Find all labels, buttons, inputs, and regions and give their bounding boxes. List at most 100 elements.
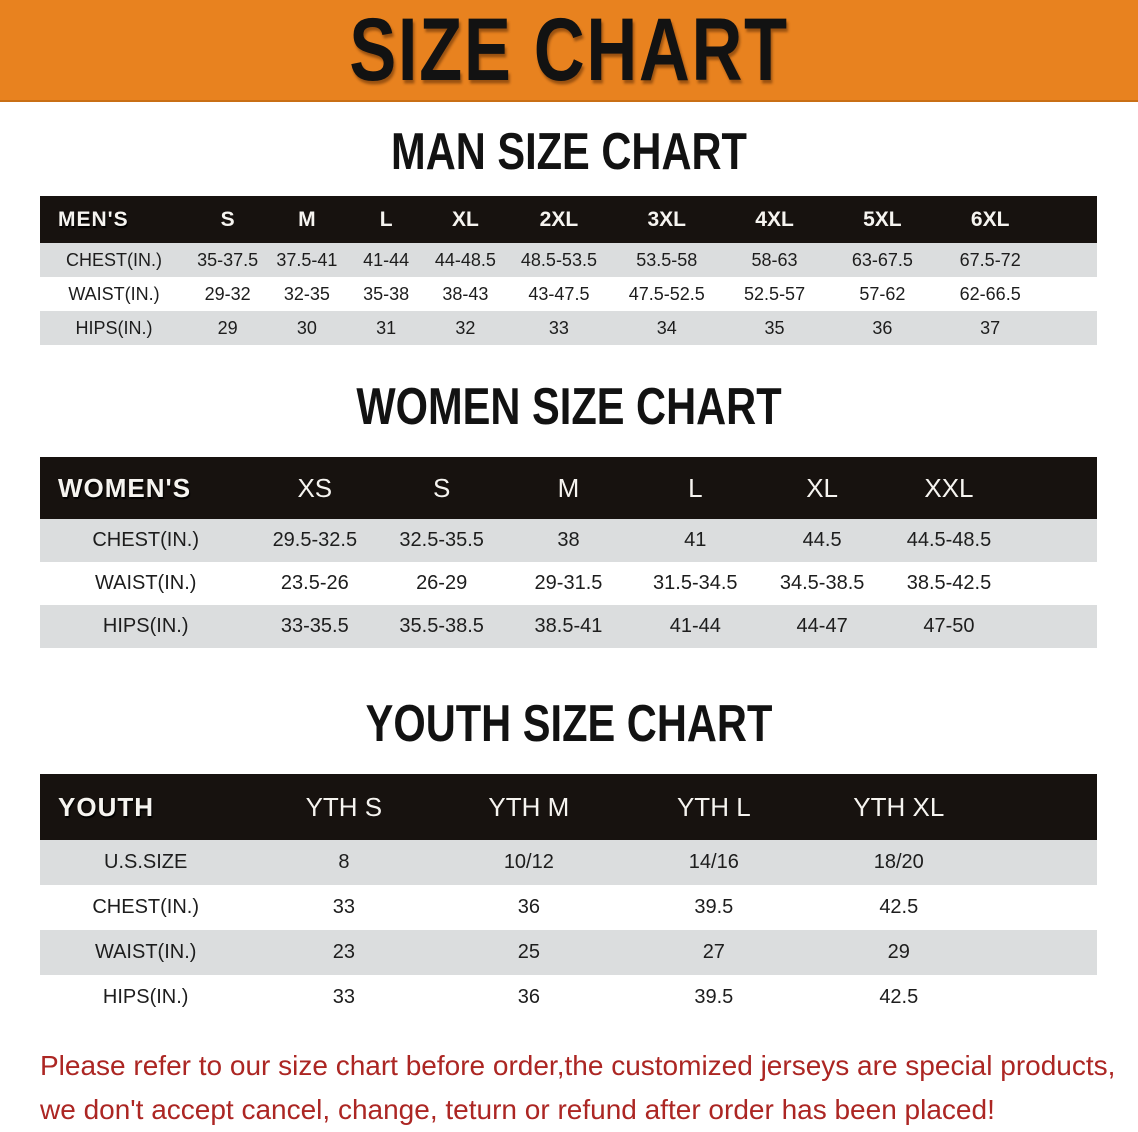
row-label: CHEST(IN.)	[40, 243, 188, 277]
youth-ussize-value: 8	[251, 840, 437, 885]
men-hips-row: HIPS(IN.) 29 30 31 32 33 34 35 36 37	[40, 311, 1097, 345]
men-hips-value: 36	[828, 311, 937, 345]
spacer-cell	[1044, 243, 1097, 277]
size-chart-banner: SIZE CHART	[0, 0, 1138, 102]
spacer-cell	[1012, 457, 1097, 519]
women-chest-value: 44.5-48.5	[885, 519, 1013, 562]
youth-hips-value: 42.5	[806, 975, 992, 1020]
men-size-header-6xl: 6XL	[936, 196, 1045, 243]
row-label: HIPS(IN.)	[40, 311, 188, 345]
men-chest-value: 53.5-58	[612, 243, 721, 277]
row-label: CHEST(IN.)	[40, 519, 252, 562]
youth-chest-value: 39.5	[621, 885, 807, 930]
men-chest-value: 41-44	[346, 243, 426, 277]
women-waist-value: 34.5-38.5	[758, 562, 886, 605]
disclaimer-line-2: we don't accept cancel, change, teturn o…	[40, 1094, 995, 1125]
women-hips-value: 38.5-41	[505, 605, 632, 648]
row-label: U.S.SIZE	[40, 840, 252, 885]
men-hips-value: 35	[720, 311, 829, 345]
women-chest-value: 38	[505, 519, 632, 562]
men-hips-value: 31	[346, 311, 426, 345]
spacer-cell	[991, 885, 1097, 930]
spacer-cell	[1044, 277, 1097, 311]
women-size-header-xxl: XXL	[885, 457, 1013, 519]
men-chest-value: 58-63	[720, 243, 829, 277]
women-section-title: WOMEN SIZE CHART	[356, 378, 782, 436]
men-size-header-m: M	[267, 196, 347, 243]
men-chest-value: 37.5-41	[267, 243, 347, 277]
men-waist-value: 29-32	[187, 277, 268, 311]
men-waist-value: 62-66.5	[936, 277, 1045, 311]
youth-size-header-m: YTH M	[436, 774, 622, 840]
men-size-header-3xl: 3XL	[612, 196, 721, 243]
women-size-table: WOMEN'S XS S M L XL XXL CHEST(IN.) 29.5-…	[40, 457, 1097, 648]
men-waist-value: 38-43	[425, 277, 506, 311]
women-waist-value: 38.5-42.5	[885, 562, 1013, 605]
men-chest-value: 63-67.5	[828, 243, 937, 277]
row-label: WAIST(IN.)	[40, 562, 252, 605]
youth-table-corner-label: YOUTH	[40, 774, 252, 840]
women-hips-value: 35.5-38.5	[378, 605, 506, 648]
women-chest-value: 32.5-35.5	[378, 519, 506, 562]
men-chest-value: 35-37.5	[187, 243, 268, 277]
row-label: HIPS(IN.)	[40, 605, 252, 648]
men-section-title: MAN SIZE CHART	[391, 123, 747, 181]
youth-hips-value: 36	[436, 975, 622, 1020]
spacer-cell	[991, 930, 1097, 975]
youth-size-header-xl: YTH XL	[806, 774, 992, 840]
youth-hips-row: HIPS(IN.) 33 36 39.5 42.5	[40, 975, 1097, 1020]
row-label: CHEST(IN.)	[40, 885, 252, 930]
row-label: WAIST(IN.)	[40, 277, 188, 311]
women-table-corner-label: WOMEN'S	[40, 457, 252, 519]
men-size-header-xl: XL	[425, 196, 506, 243]
men-table-corner-label: MEN'S	[40, 196, 188, 243]
men-hips-value: 29	[187, 311, 268, 345]
women-waist-value: 29-31.5	[505, 562, 632, 605]
women-hips-value: 41-44	[631, 605, 759, 648]
women-chest-value: 29.5-32.5	[251, 519, 379, 562]
men-chest-value: 48.5-53.5	[505, 243, 613, 277]
spacer-cell	[1044, 196, 1097, 243]
men-size-header-2xl: 2XL	[505, 196, 613, 243]
youth-waist-value: 29	[806, 930, 992, 975]
youth-chest-value: 42.5	[806, 885, 992, 930]
women-size-header-l: L	[631, 457, 759, 519]
youth-section-title: YOUTH SIZE CHART	[365, 695, 773, 753]
women-hips-row: HIPS(IN.) 33-35.5 35.5-38.5 38.5-41 41-4…	[40, 605, 1097, 648]
men-chest-row: CHEST(IN.) 35-37.5 37.5-41 41-44 44-48.5…	[40, 243, 1097, 277]
men-waist-value: 32-35	[267, 277, 347, 311]
women-chest-row: CHEST(IN.) 29.5-32.5 32.5-35.5 38 41 44.…	[40, 519, 1097, 562]
spacer-cell	[991, 975, 1097, 1020]
men-size-table: MEN'S S M L XL 2XL 3XL 4XL 5XL 6XL CHEST…	[40, 196, 1097, 345]
men-waist-value: 52.5-57	[720, 277, 829, 311]
men-chest-value: 44-48.5	[425, 243, 506, 277]
men-size-header-s: S	[187, 196, 268, 243]
men-hips-value: 33	[505, 311, 613, 345]
women-waist-value: 31.5-34.5	[631, 562, 759, 605]
spacer-cell	[991, 774, 1097, 840]
spacer-cell	[991, 840, 1097, 885]
spacer-cell	[1012, 562, 1097, 605]
women-chest-value: 44.5	[758, 519, 886, 562]
youth-size-header-l: YTH L	[621, 774, 807, 840]
women-chest-value: 41	[631, 519, 759, 562]
men-size-header-l: L	[346, 196, 426, 243]
youth-table-header-row: YOUTH YTH S YTH M YTH L YTH XL	[40, 774, 1097, 840]
youth-waist-value: 25	[436, 930, 622, 975]
women-size-header-xs: XS	[251, 457, 379, 519]
banner-title: SIZE CHART	[349, 0, 789, 100]
row-label: WAIST(IN.)	[40, 930, 252, 975]
youth-waist-row: WAIST(IN.) 23 25 27 29	[40, 930, 1097, 975]
order-disclaimer: Please refer to our size chart before or…	[40, 1044, 1138, 1132]
women-size-header-m: M	[505, 457, 632, 519]
men-chest-value: 67.5-72	[936, 243, 1045, 277]
men-hips-value: 30	[267, 311, 347, 345]
men-waist-value: 57-62	[828, 277, 937, 311]
women-size-header-xl: XL	[758, 457, 886, 519]
women-waist-value: 23.5-26	[251, 562, 379, 605]
women-hips-value: 47-50	[885, 605, 1013, 648]
youth-ussize-value: 14/16	[621, 840, 807, 885]
men-waist-value: 47.5-52.5	[612, 277, 721, 311]
row-label: HIPS(IN.)	[40, 975, 252, 1020]
men-table-header-row: MEN'S S M L XL 2XL 3XL 4XL 5XL 6XL	[40, 196, 1097, 243]
